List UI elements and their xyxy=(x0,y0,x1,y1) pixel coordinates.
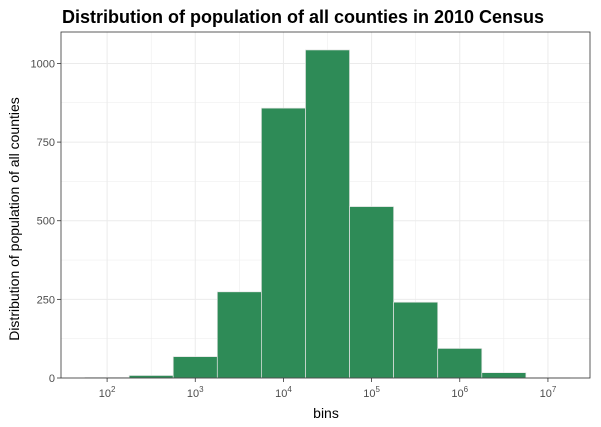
y-tick-label: 0 xyxy=(49,373,55,385)
x-tick-label: 107 xyxy=(540,385,557,400)
x-tick-label: 105 xyxy=(363,385,380,400)
axis-ticks: 102 103 104 105 106 107 0 250 500 750 1000 xyxy=(31,58,557,400)
y-tick-label: 750 xyxy=(37,137,55,149)
y-tick-label: 1000 xyxy=(31,58,55,70)
histogram-bars xyxy=(84,49,571,379)
histogram-bar xyxy=(349,206,394,379)
y-tick-label: 250 xyxy=(37,294,55,306)
histogram-bar xyxy=(172,356,218,379)
histogram-bar xyxy=(261,107,306,379)
y-axis-title: Distribution of population of all counti… xyxy=(6,97,22,341)
y-tick-label: 500 xyxy=(37,216,55,228)
x-tick-label: 102 xyxy=(99,385,116,400)
histogram-bar xyxy=(437,348,483,379)
chart-title: Distribution of population of all counti… xyxy=(62,7,544,27)
histogram-bar xyxy=(216,291,262,379)
x-axis-title: bins xyxy=(313,405,339,421)
histogram-bar xyxy=(481,372,527,379)
histogram-bar xyxy=(305,49,350,379)
x-tick-label: 106 xyxy=(451,385,468,400)
histogram-bar xyxy=(393,301,439,379)
panel-border xyxy=(60,31,591,379)
x-tick-label: 104 xyxy=(275,385,292,400)
x-tick-label: 103 xyxy=(187,385,204,400)
